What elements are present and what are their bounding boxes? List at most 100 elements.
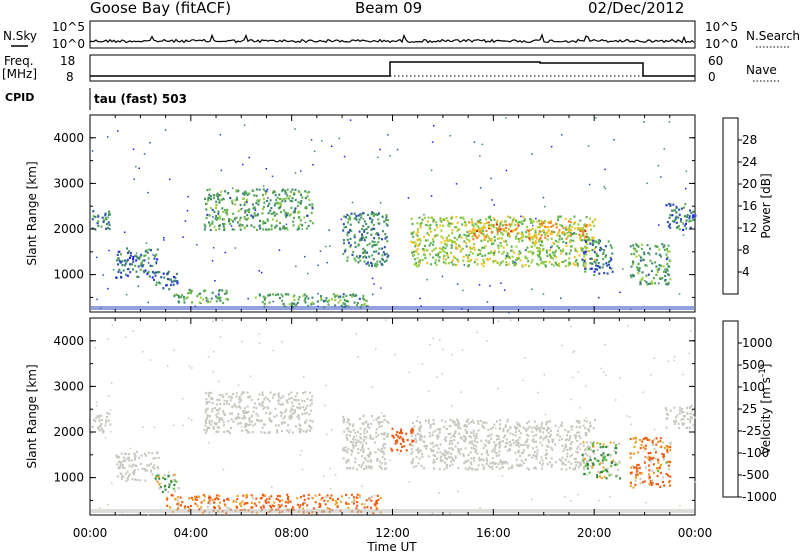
echo-cell — [635, 466, 638, 469]
echo-cell — [253, 226, 256, 229]
echo-cell — [558, 439, 561, 442]
echo-cell — [415, 456, 418, 459]
noise-cell — [673, 359, 675, 362]
echo-cell — [511, 220, 514, 223]
echo-cell — [531, 227, 534, 230]
echo-cell — [520, 452, 523, 455]
echo-cell — [574, 249, 577, 252]
echo-cell — [219, 296, 222, 299]
echo-cell — [131, 478, 134, 481]
echo-cell — [200, 501, 203, 504]
echo-cell — [565, 252, 568, 255]
noise-cell — [268, 505, 270, 508]
echo-cell — [480, 439, 483, 442]
echo-cell — [493, 218, 496, 221]
echo-cell — [429, 230, 432, 233]
echo-cell — [238, 219, 241, 222]
echo-cell — [104, 212, 107, 215]
echo-cell — [294, 425, 297, 428]
echo-cell — [392, 435, 395, 438]
echo-cell — [213, 194, 216, 197]
echo-cell — [275, 199, 278, 202]
noise-cell — [372, 293, 374, 296]
noise-cell — [432, 337, 434, 340]
echo-cell — [659, 465, 662, 468]
echo-cell — [537, 246, 540, 250]
y-tick-label: 1000 — [53, 268, 84, 282]
echo-cell — [489, 238, 491, 241]
echo-cell — [496, 219, 499, 223]
echo-cell — [674, 219, 677, 222]
echo-cell — [223, 403, 226, 406]
echo-cell — [479, 252, 482, 255]
echo-cell — [350, 449, 353, 452]
echo-cell — [361, 503, 364, 506]
noise-cell — [190, 419, 193, 421]
echo-cell — [307, 493, 310, 496]
echo-cell — [264, 192, 267, 195]
echo-cell — [438, 256, 441, 259]
echo-cell — [438, 431, 441, 434]
echo-cell — [512, 433, 515, 436]
echo-cell — [418, 437, 421, 440]
echo-cell — [381, 254, 384, 257]
noise-tick-left-top: 10^5 — [52, 20, 85, 34]
freq-tick-top: 18 — [60, 54, 75, 68]
echo-cell — [491, 450, 494, 453]
echo-cell — [447, 432, 450, 436]
echo-cell — [364, 457, 366, 460]
noise-cell — [281, 341, 283, 343]
echo-cell — [451, 442, 454, 445]
echo-cell — [235, 189, 238, 192]
echo-cell — [565, 228, 568, 231]
echo-cell — [489, 257, 491, 260]
echo-cell — [569, 249, 572, 252]
echo-cell — [497, 463, 500, 466]
echo-cell — [304, 301, 307, 304]
echo-cell — [222, 210, 225, 213]
echo-cell — [691, 216, 694, 219]
echo-cell — [311, 207, 314, 210]
echo-cell — [471, 228, 474, 231]
noise-cell — [224, 251, 227, 254]
echo-cell — [229, 196, 232, 200]
noise-cell — [486, 301, 489, 303]
echo-cell — [583, 468, 585, 471]
echo-cell — [432, 256, 435, 259]
echo-cell — [689, 226, 692, 229]
echo-cell — [198, 301, 201, 304]
noise-cell — [570, 500, 572, 502]
noise-cell — [173, 349, 175, 351]
echo-cell — [433, 467, 435, 470]
echo-cell — [526, 225, 528, 228]
echo-cell — [565, 237, 568, 240]
noise-cell — [417, 415, 419, 418]
noise-tick-left-bottom: 10^0 — [52, 37, 85, 51]
echo-cell — [396, 439, 399, 442]
echo-cell — [218, 407, 221, 410]
echo-cell — [646, 438, 649, 441]
echo-cell — [312, 302, 315, 305]
echo-cell — [345, 449, 348, 452]
echo-cell — [170, 493, 173, 497]
echo-cell — [218, 227, 221, 230]
echo-cell — [419, 224, 422, 227]
echo-cell — [203, 495, 206, 498]
noise-cell — [603, 185, 605, 188]
echo-cell — [464, 467, 467, 470]
echo-cell — [469, 247, 472, 250]
echo-cell — [282, 395, 285, 398]
echo-cell — [342, 415, 345, 418]
echo-cell — [649, 480, 652, 483]
echo-cell — [347, 502, 350, 506]
echo-cell — [532, 251, 535, 254]
echo-cell — [117, 270, 120, 273]
echo-cell — [259, 227, 262, 230]
echo-cell — [579, 461, 582, 464]
echo-cell — [263, 298, 266, 302]
echo-cell — [346, 451, 349, 454]
echo-cell — [652, 463, 655, 466]
time-axis-title: Time UT — [366, 540, 417, 554]
echo-cell — [135, 464, 138, 467]
echo-cell — [305, 430, 307, 433]
